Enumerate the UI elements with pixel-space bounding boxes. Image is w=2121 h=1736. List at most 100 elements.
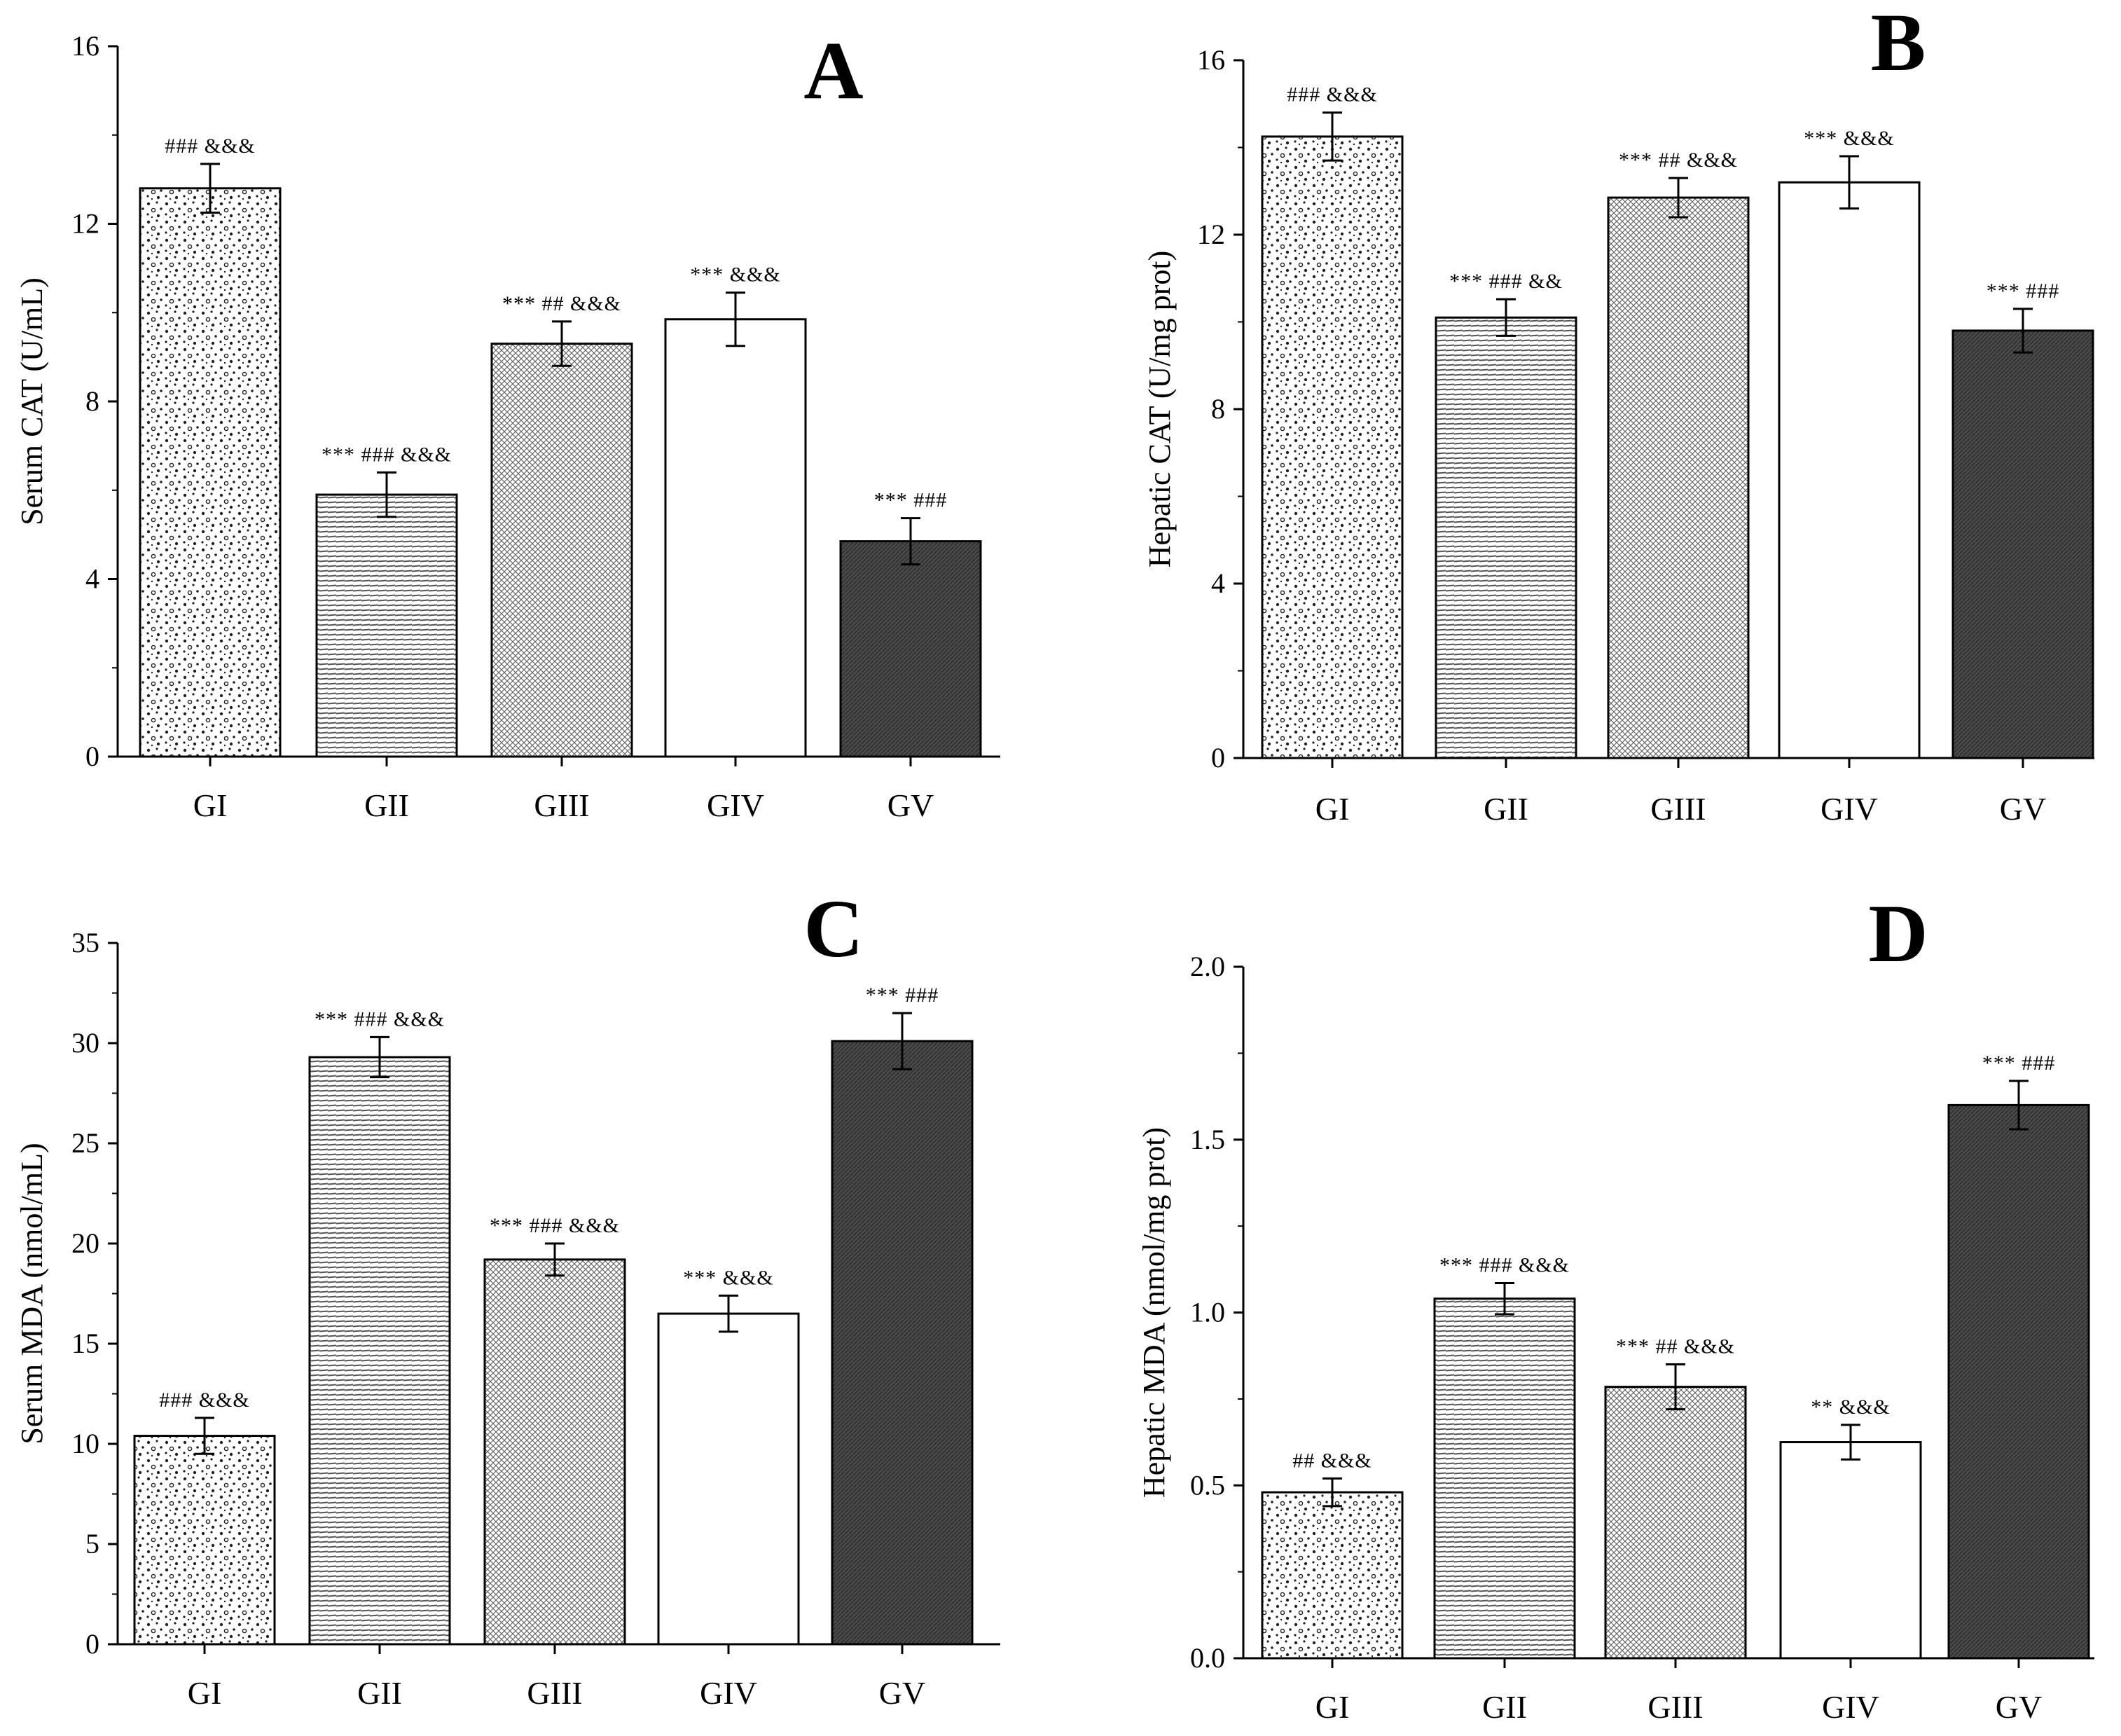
panel-letter: C bbox=[803, 883, 863, 974]
y-tick-label: 12 bbox=[71, 208, 99, 240]
significance-label: *** ### bbox=[874, 489, 948, 512]
bar-giv bbox=[1778, 181, 1921, 759]
significance-label: ### &&& bbox=[1287, 83, 1378, 106]
significance-label: *** ## &&& bbox=[1619, 149, 1738, 172]
bar-gv bbox=[839, 540, 982, 758]
significance-label: *** ### bbox=[866, 984, 939, 1007]
error-bar-giii bbox=[552, 320, 572, 367]
bar-gi bbox=[139, 187, 282, 758]
y-tick-label: 0 bbox=[1211, 742, 1225, 773]
error-bar-gii bbox=[1496, 298, 1516, 337]
significance-label: *** &&& bbox=[690, 263, 781, 287]
category-label: GV bbox=[879, 1675, 925, 1711]
significance-label: *** ### &&& bbox=[490, 1214, 620, 1237]
bar-giv bbox=[1779, 1441, 1922, 1660]
error-bar-gv bbox=[2009, 1080, 2029, 1131]
y-tick-label: 25 bbox=[71, 1127, 99, 1159]
category-label: GII bbox=[357, 1675, 402, 1711]
bar-gv bbox=[1951, 329, 2094, 759]
error-bar-gi bbox=[195, 1417, 214, 1455]
significance-label: ** &&& bbox=[1811, 1396, 1891, 1419]
bar-gii bbox=[1433, 1297, 1576, 1660]
significance-label: ### &&& bbox=[159, 1389, 250, 1412]
bar-giv bbox=[657, 1312, 800, 1646]
significance-label: ### &&& bbox=[165, 135, 256, 158]
panel-letter: D bbox=[1868, 888, 1928, 979]
y-tick-label: 15 bbox=[71, 1328, 99, 1359]
error-bar-gv bbox=[892, 1012, 912, 1070]
error-bar-gv bbox=[2013, 308, 2033, 354]
y-axis-label: Hepatic CAT (U/mg prot) bbox=[1142, 251, 1177, 568]
error-bar-giii bbox=[1669, 177, 1688, 219]
bar-gv bbox=[1947, 1103, 2090, 1660]
y-tick-label: 20 bbox=[71, 1227, 99, 1259]
significance-label: ## &&& bbox=[1292, 1449, 1372, 1472]
y-tick-label: 0.5 bbox=[1190, 1469, 1225, 1501]
bar-gv bbox=[831, 1040, 974, 1646]
category-label: GIII bbox=[1650, 791, 1706, 827]
y-tick-label: 1.5 bbox=[1190, 1124, 1225, 1155]
significance-label: *** &&& bbox=[1804, 127, 1895, 150]
panel-a: A ### &&& GI *** ### &&& GII *** ## &&& GIII **… bbox=[15, 25, 1000, 823]
error-bar-gi bbox=[1322, 111, 1342, 162]
category-label: GI bbox=[193, 787, 228, 823]
category-label: GIII bbox=[534, 787, 589, 823]
category-label: GIV bbox=[707, 787, 764, 823]
significance-label: *** &&& bbox=[683, 1266, 774, 1289]
panel-b: B ### &&& GI *** ### && GII *** ## &&& GIII ***… bbox=[1142, 0, 2094, 827]
bar-giii bbox=[1607, 196, 1750, 759]
bar-giii bbox=[1604, 1386, 1747, 1660]
category-label: GIII bbox=[1647, 1689, 1703, 1725]
y-tick-label: 0 bbox=[85, 740, 99, 772]
y-tick-label: 16 bbox=[71, 30, 99, 62]
error-bar-gi bbox=[200, 163, 220, 214]
category-label: GI bbox=[1315, 1689, 1350, 1725]
error-bar-giv bbox=[1841, 1424, 1860, 1461]
error-bar-gv bbox=[901, 517, 920, 566]
category-label: GIII bbox=[527, 1675, 582, 1711]
panel-letter: A bbox=[803, 25, 863, 116]
y-tick-label: 0 bbox=[85, 1628, 99, 1660]
significance-label: *** ### bbox=[1987, 280, 2060, 303]
error-bar-gii bbox=[370, 1035, 389, 1079]
significance-label: *** ### &&& bbox=[315, 1007, 445, 1031]
y-tick-label: 5 bbox=[85, 1528, 99, 1559]
error-bar-giv bbox=[726, 291, 745, 347]
y-tick-label: 4 bbox=[1211, 567, 1225, 599]
category-label: GI bbox=[188, 1675, 222, 1711]
significance-label: *** ### && bbox=[1449, 270, 1563, 293]
panel-c: C ### &&& GI *** ### &&& GII *** ### &&& GIII *… bbox=[15, 883, 1000, 1711]
significance-label: *** ### &&& bbox=[322, 443, 452, 466]
significance-label: *** ## &&& bbox=[502, 292, 621, 315]
y-tick-label: 8 bbox=[85, 385, 99, 417]
category-label: GV bbox=[2000, 791, 2046, 827]
significance-label: *** ### bbox=[1982, 1052, 2056, 1075]
category-label: GIV bbox=[700, 1675, 757, 1711]
y-tick-label: 0.0 bbox=[1190, 1642, 1225, 1674]
bar-gi bbox=[1261, 135, 1404, 759]
category-label: GV bbox=[887, 787, 934, 823]
error-bar-giii bbox=[545, 1242, 565, 1277]
category-label: GII bbox=[1482, 1689, 1527, 1725]
bar-giii bbox=[483, 1258, 626, 1646]
error-bar-gi bbox=[1322, 1477, 1342, 1508]
bar-gii bbox=[315, 493, 458, 758]
category-label: GIV bbox=[1822, 1689, 1879, 1725]
y-tick-label: 35 bbox=[71, 927, 99, 958]
bar-gii bbox=[1435, 316, 1577, 759]
y-axis-label: Serum CAT (U/mL) bbox=[15, 277, 49, 525]
error-bar-giii bbox=[1666, 1363, 1685, 1411]
y-tick-label: 12 bbox=[1197, 219, 1225, 250]
category-label: GV bbox=[1996, 1689, 2042, 1725]
error-bar-gii bbox=[1495, 1282, 1514, 1316]
bar-gi bbox=[1261, 1491, 1404, 1660]
y-tick-label: 8 bbox=[1211, 393, 1225, 425]
category-label: GI bbox=[1315, 791, 1350, 827]
category-label: GIV bbox=[1821, 791, 1878, 827]
y-axis-label: Hepatic MDA (nmol/mg prot) bbox=[1137, 1127, 1171, 1498]
category-label: GII bbox=[1484, 791, 1528, 827]
bar-giii bbox=[490, 343, 633, 758]
bar-giv bbox=[664, 318, 807, 758]
category-label: GII bbox=[364, 787, 409, 823]
